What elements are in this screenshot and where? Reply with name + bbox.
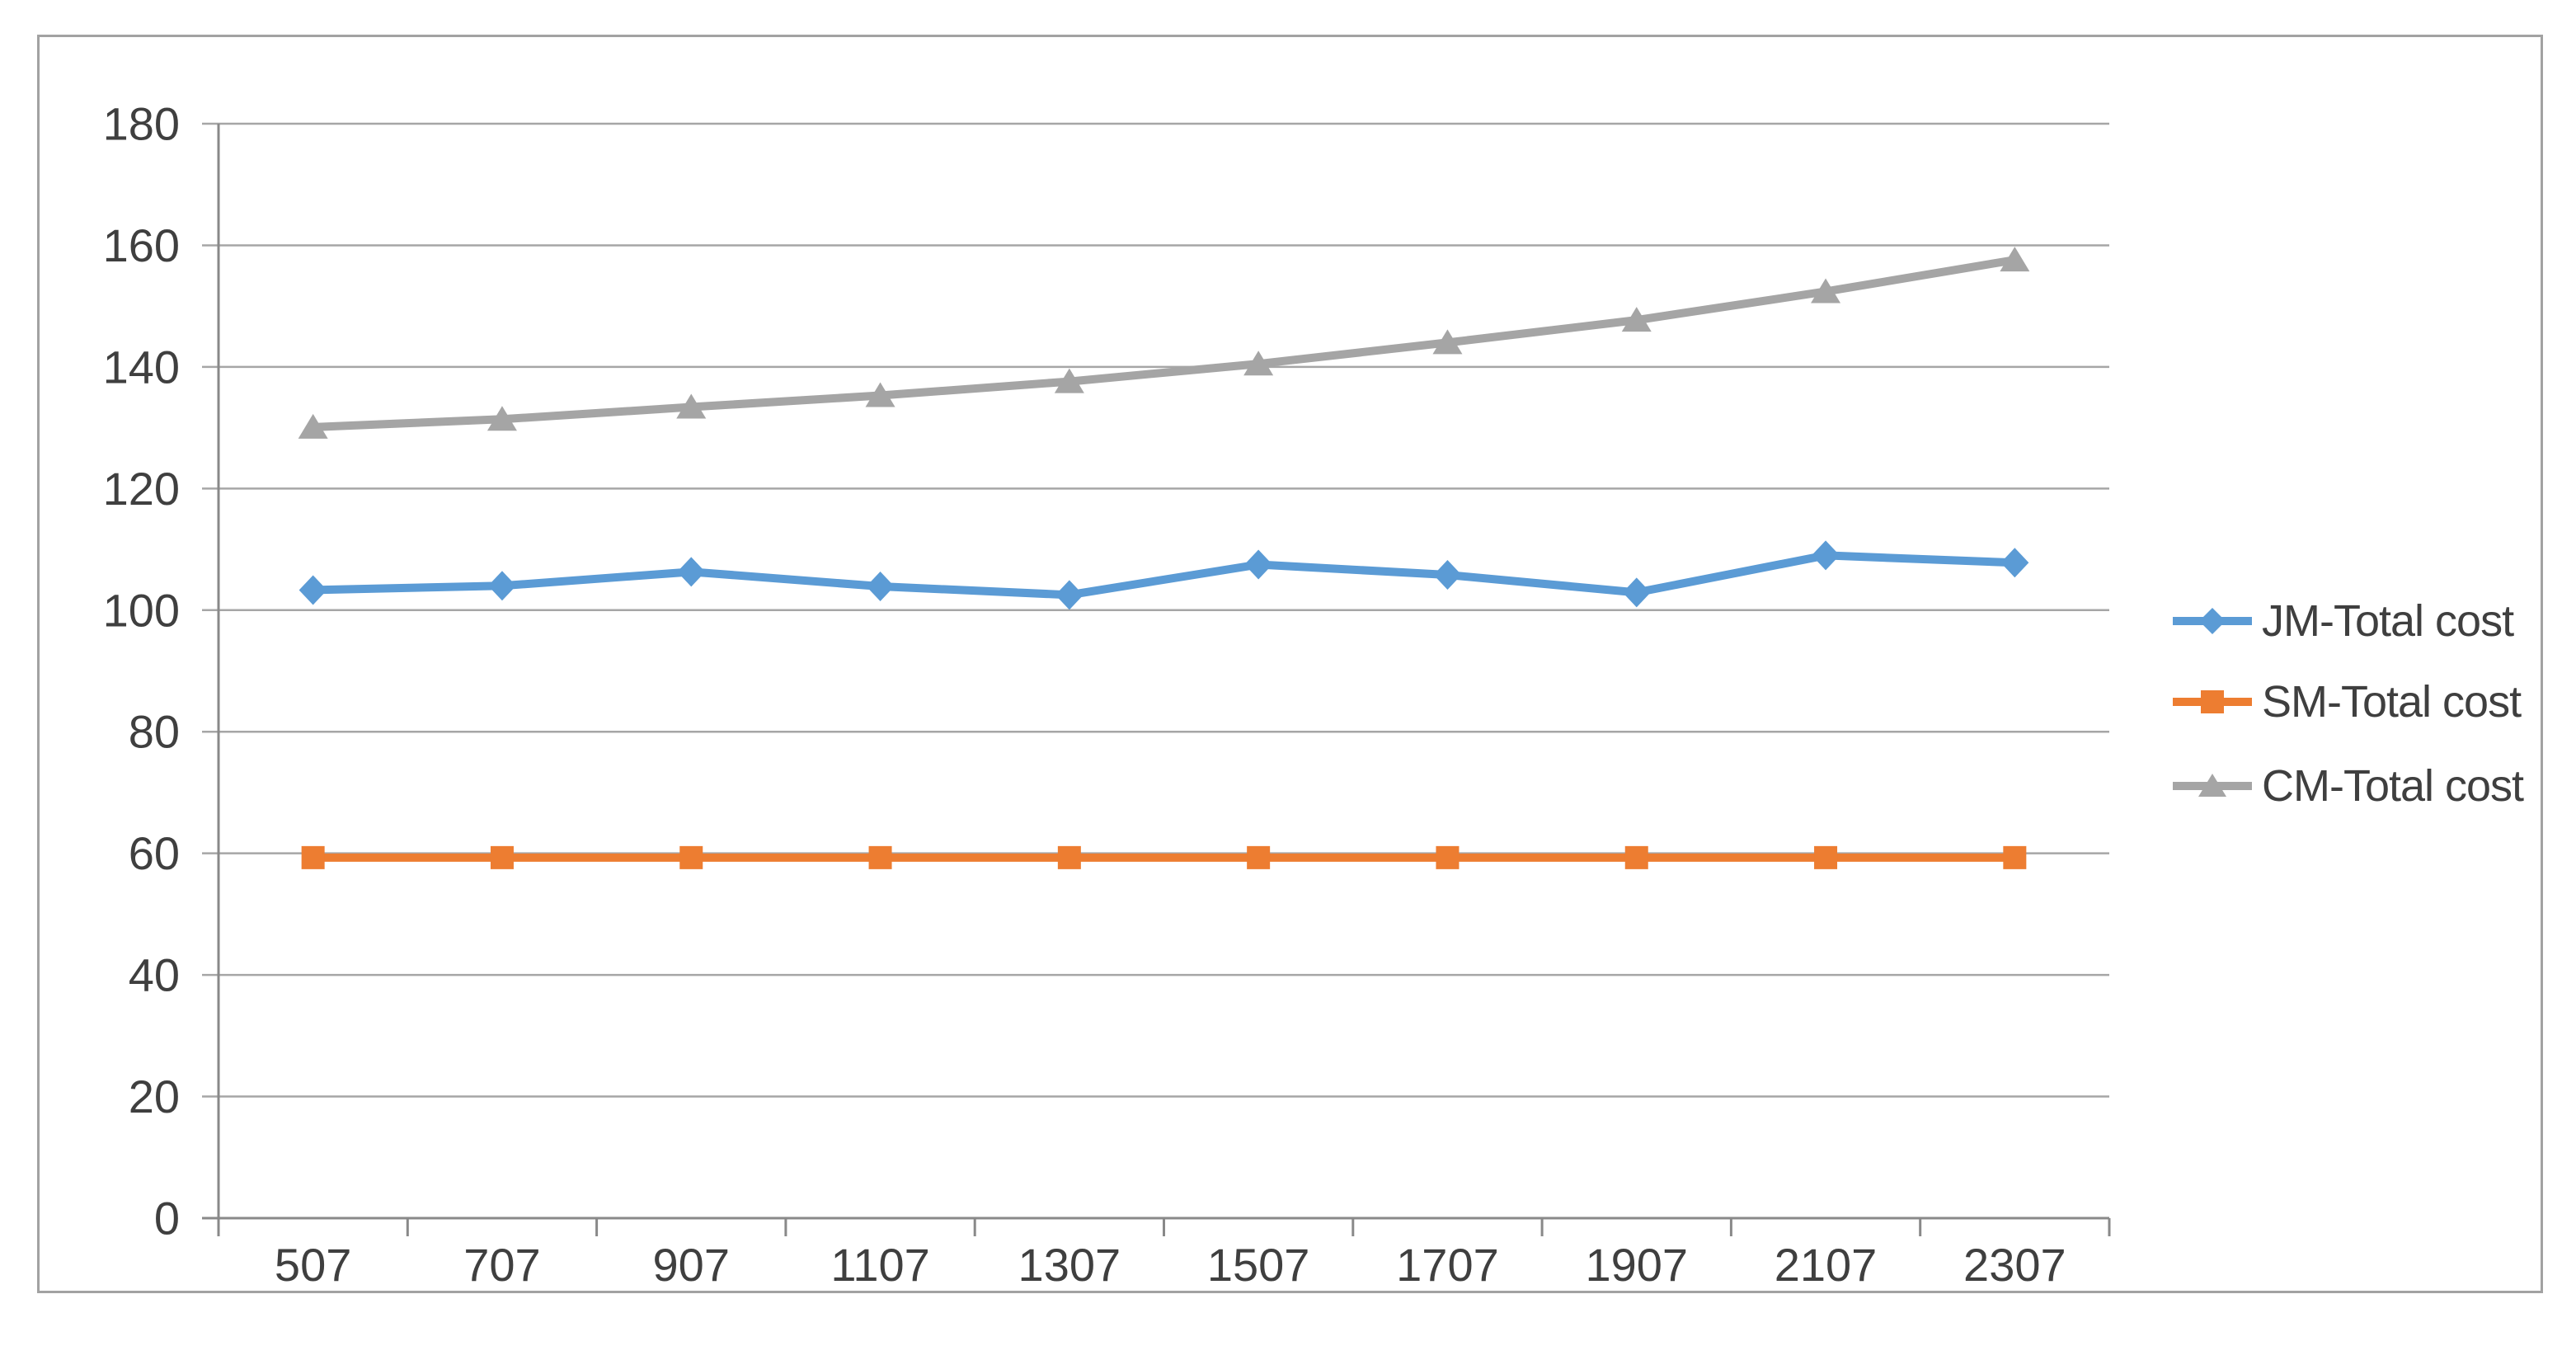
- data-point-marker-diamond: [1812, 540, 1840, 571]
- data-point-marker-diamond: [298, 575, 327, 605]
- y-axis-tick-label: 100: [103, 584, 180, 636]
- y-axis-tick-label: 140: [103, 341, 180, 393]
- chart-frame: 180 160 140 120 100 80 60 40 20 0 507 707 907 1107 130…: [37, 35, 2543, 1293]
- x-axis-tick-label: 707: [463, 1239, 540, 1291]
- data-point-marker-triangle: [1811, 278, 1841, 304]
- y-axis-tick-label: 0: [154, 1193, 180, 1245]
- line-triangle-marker-icon: [2173, 774, 2252, 797]
- data-point-marker-square: [1814, 845, 1838, 869]
- legend-item-sm-total-cost: SM-Total cost: [2171, 675, 2522, 728]
- data-point-marker-triangle: [2000, 247, 2030, 272]
- data-point-marker-triangle: [1054, 368, 1084, 393]
- x-axis-tick-label: 1107: [830, 1239, 929, 1291]
- data-point-marker-diamond: [1433, 560, 1462, 591]
- line-square-marker-icon: [2173, 690, 2252, 713]
- data-point-marker-square: [1057, 845, 1081, 869]
- legend-label-cm-total-cost: CM-Total cost: [2262, 761, 2524, 811]
- legend-label-sm-total-cost: SM-Total cost: [2262, 677, 2522, 727]
- data-point-marker-square: [1436, 845, 1460, 869]
- series-line-cm: [308, 256, 2019, 431]
- data-point-marker-diamond: [2000, 548, 2029, 578]
- x-axis-tick-label: 1307: [1018, 1239, 1121, 1291]
- y-axis-tick-label: 20: [129, 1071, 180, 1122]
- x-axis-tick-label: 2107: [1775, 1239, 1878, 1291]
- data-point-marker-diamond: [1244, 549, 1273, 580]
- data-point-marker-triangle: [865, 382, 895, 407]
- data-point-marker-diamond: [866, 572, 895, 602]
- data-point-marker-square: [2003, 845, 2027, 869]
- data-point-marker-triangle: [298, 413, 328, 439]
- y-axis-tick-label: 40: [129, 949, 180, 1001]
- diamond-marker-icon: [2199, 608, 2226, 634]
- chart-canvas: 180 160 140 120 100 80 60 40 20 0 507 707 907 1107 130…: [103, 98, 2111, 1291]
- x-axis-tick-label: 907: [653, 1239, 730, 1291]
- series-line-jm: [308, 551, 2019, 600]
- data-point-marker-square: [868, 845, 892, 869]
- legend-label-jm-total-cost: JM-Total cost: [2262, 596, 2514, 646]
- legend-item-cm-total-cost: CM-Total cost: [2171, 760, 2524, 812]
- x-axis-tick-label: 2307: [1963, 1239, 2066, 1291]
- data-point-marker-square: [301, 845, 325, 869]
- y-axis-tick-label: 60: [129, 827, 180, 879]
- data-point-marker-square: [1247, 845, 1271, 869]
- x-axis-tick-label: 507: [275, 1239, 351, 1291]
- data-point-marker-diamond: [487, 571, 516, 601]
- line-diamond-marker-icon: [2173, 608, 2252, 634]
- data-point-marker-triangle: [1432, 329, 1463, 355]
- x-axis-tick-label: 1907: [1585, 1239, 1688, 1291]
- data-point-marker-diamond: [677, 557, 706, 587]
- x-axis-tick-label: 1507: [1207, 1239, 1310, 1291]
- data-point-marker-diamond: [1055, 580, 1084, 610]
- data-point-marker-triangle: [487, 406, 517, 431]
- data-point-marker-triangle: [1621, 307, 1652, 332]
- data-point-marker-triangle: [676, 393, 707, 419]
- y-axis-tick-label: 120: [103, 463, 180, 515]
- data-point-marker-square: [490, 845, 514, 869]
- data-point-marker-diamond: [1622, 577, 1651, 608]
- y-axis-tick-label: 80: [129, 706, 180, 758]
- data-point-marker-triangle: [1243, 351, 1274, 376]
- data-point-marker-square: [679, 845, 703, 869]
- data-point-marker-square: [1624, 845, 1648, 869]
- legend-item-jm-total-cost: JM-Total cost: [2171, 595, 2514, 647]
- y-axis-tick-label: 180: [103, 98, 180, 150]
- triangle-marker-icon: [2198, 774, 2226, 797]
- y-axis-tick-label: 160: [103, 219, 180, 271]
- square-marker-icon: [2201, 690, 2224, 713]
- x-axis-tick-label: 1707: [1396, 1239, 1499, 1291]
